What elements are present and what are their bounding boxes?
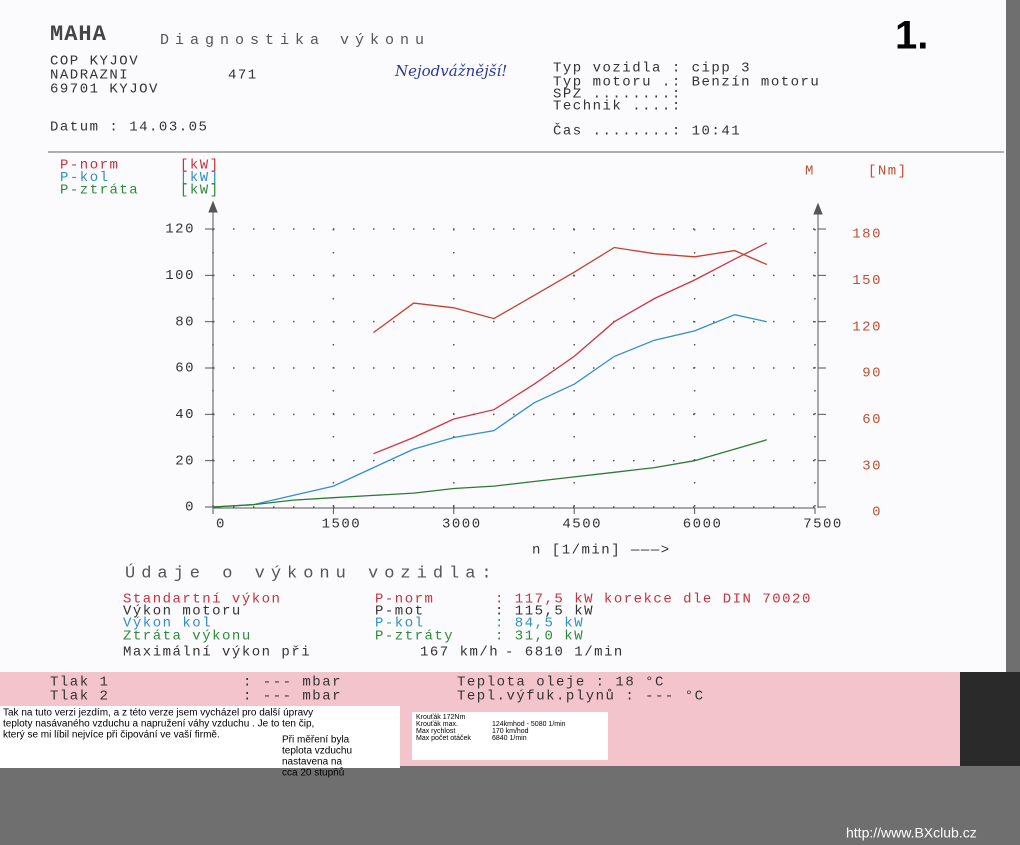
vehicle-info: SPZ ........: xyxy=(553,87,682,103)
note: Tak na tuto verzi jezdím, a z této verze… xyxy=(3,708,313,719)
legend-unit: [kW] xyxy=(180,170,220,186)
y2-tick-label: 150 xyxy=(852,273,882,289)
x-tick-label: 1500 xyxy=(322,517,362,533)
page-number: 1. xyxy=(895,14,928,58)
address: COP KYJOV xyxy=(50,54,139,70)
vehicle-info: Technik ....: xyxy=(553,99,682,115)
results-cell: Ztráta výkonu xyxy=(123,629,252,645)
spec-box xyxy=(412,712,608,760)
note: teploty nasávaného vzduchu a napružení v… xyxy=(3,719,314,730)
legend-label: P-norm xyxy=(60,158,119,174)
note: teplota vzduchu xyxy=(282,746,352,757)
note: který se mi líbil nejvíce při čipování v… xyxy=(3,730,220,741)
series-line xyxy=(373,246,768,334)
y-tick-label: 120 xyxy=(165,222,195,238)
results-cell: : --- mbar xyxy=(243,675,342,691)
x-tick-label: 6000 xyxy=(683,517,723,533)
results-cell: Výkon kol xyxy=(123,616,212,632)
x-tick-label: 3000 xyxy=(442,517,482,533)
y2-tick-label: 0 xyxy=(872,505,882,521)
results-cell: - 6810 1/min xyxy=(505,645,624,661)
y2-tick-label: 120 xyxy=(852,319,882,335)
results-table: Standartní výkon P-norm : 117,5 kW korekce… xyxy=(50,592,812,705)
results-cell: Maximální výkon při xyxy=(123,645,311,661)
legend-label: P-kol xyxy=(60,170,110,186)
results-cell: P-norm xyxy=(375,592,434,608)
y-tick-label: 80 xyxy=(175,314,195,330)
y-tick-label: 100 xyxy=(165,268,195,284)
results-cell: Standartní výkon xyxy=(123,592,281,608)
address: 69701 KYJOV xyxy=(50,82,159,98)
series-line xyxy=(373,242,768,455)
x-tick-label: 7500 xyxy=(803,517,843,533)
x-tick-label: 0 xyxy=(216,517,226,533)
vehicle-info: Typ motoru .: Benzín motoru xyxy=(553,75,820,91)
arrow xyxy=(208,200,218,213)
edge xyxy=(960,672,1020,766)
results-cell: 167 km/h xyxy=(420,645,499,661)
series-line xyxy=(212,314,767,508)
arrow xyxy=(813,202,823,215)
axes xyxy=(208,200,823,509)
date: Datum : 14.03.05 xyxy=(50,120,208,136)
note: cca 20 stupňů xyxy=(282,767,344,779)
spec-cell: 6840 1/min xyxy=(492,735,527,742)
y-tick-label: 20 xyxy=(175,453,195,469)
legend-unit: [kW] xyxy=(180,183,220,199)
y-tick-label: 60 xyxy=(175,361,195,377)
results-cell: : 84,5 kW xyxy=(495,616,584,632)
spec-cell: Krouťák max. xyxy=(416,721,458,728)
doc-title: Diagnostika výkonu xyxy=(160,32,430,49)
handwriting: Nejodvážnější! xyxy=(394,62,507,80)
y-tick-label: 0 xyxy=(185,500,195,516)
results-cell: : 117,5 kW korekce dle DIN 70020 xyxy=(495,592,812,608)
spec-cell: Max počet otáček xyxy=(416,735,471,742)
note: Při měření byla xyxy=(282,735,350,746)
results-cell: P-mot xyxy=(375,604,425,620)
results-cell: Tlak 1 xyxy=(50,675,109,691)
vehicle-info: Typ vozidla : cipp 3 xyxy=(553,61,751,77)
footer-url: http://www.BXclub.cz xyxy=(846,825,977,841)
brand: MAHA xyxy=(50,22,107,47)
note-box xyxy=(0,706,400,768)
y2-tick-label: 90 xyxy=(862,366,882,382)
y2-tick-label: 180 xyxy=(852,227,882,243)
results-cell: Tlak 2 xyxy=(50,689,109,705)
results-cell: Teplota oleje : 18 °C xyxy=(457,675,665,691)
address: NADRAZNI xyxy=(50,68,129,84)
results-cell: P-kol xyxy=(375,616,425,632)
paper xyxy=(0,0,1006,672)
y2-tick-label: 60 xyxy=(862,412,882,428)
results-cell: Tepl.výfuk.plynů : --- °C xyxy=(457,689,705,705)
vehicle-info: Čas ........: 10:41 xyxy=(553,122,741,140)
x-tick-label: 4500 xyxy=(562,517,602,533)
legend-label: P-ztráta xyxy=(60,183,139,199)
spec-cell: 170 km/hod xyxy=(492,728,529,735)
results-cell: : 115,5 kW xyxy=(495,604,594,620)
y2-tick-label: 30 xyxy=(862,458,882,474)
spec-cell: Krouťák 172Nm xyxy=(416,714,465,721)
spec-cell: 124kmhod - 5080 1/min xyxy=(492,721,566,728)
series-line xyxy=(212,439,767,508)
results-cell: : --- mbar xyxy=(243,689,342,705)
legend-label: M xyxy=(805,164,815,180)
number: 471 xyxy=(228,68,258,84)
section-title: Údaje o výkonu vozidla: xyxy=(125,563,498,583)
x-axis-label: n [1/min] ———> xyxy=(532,543,671,559)
note: nastavena na xyxy=(282,757,342,768)
results-cell: : 31,0 kW xyxy=(495,629,584,645)
spec-cell: Max rychlost xyxy=(416,728,455,735)
legend-unit: [kW] xyxy=(180,158,220,174)
y-tick-label: 40 xyxy=(175,407,195,423)
results-cell: P-ztráty xyxy=(375,629,454,645)
results-cell: Výkon motoru xyxy=(123,604,242,620)
y2-unit: [Nm] xyxy=(868,164,908,180)
